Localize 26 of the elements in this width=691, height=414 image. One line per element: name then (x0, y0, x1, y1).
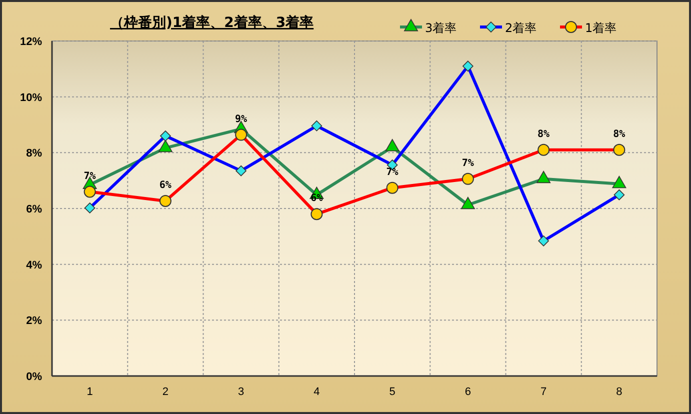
data-label: 8% (538, 128, 550, 140)
data-label: 6% (159, 180, 172, 191)
data-label: 7% (462, 158, 474, 169)
data-label: 8% (613, 128, 626, 140)
legend-label: 2着率 (505, 21, 537, 35)
data-label: 7% (386, 166, 398, 178)
x-tick-label: 4 (314, 386, 320, 398)
y-tick-label: 8% (26, 148, 42, 160)
x-tick-label: 7 (540, 386, 547, 398)
y-tick-label: 10% (20, 92, 42, 104)
y-tick-label: 0% (26, 371, 42, 383)
x-tick-label: 6 (464, 386, 471, 398)
chart-title: （枠番別)1着率、2着率、3着率 (110, 14, 314, 31)
legend-label: 3着率 (425, 21, 457, 35)
y-tick-label: 6% (26, 204, 42, 216)
y-tick-label: 12% (20, 36, 42, 48)
data-label: 7% (84, 170, 96, 182)
data-label: 9% (235, 114, 248, 125)
x-tick-label: 1 (86, 386, 93, 398)
x-tick-label: 2 (162, 386, 168, 398)
x-tick-label: 5 (389, 386, 396, 398)
x-tick-label: 3 (238, 386, 244, 398)
legend-label: 1着率 (585, 21, 617, 35)
y-tick-label: 2% (26, 315, 42, 328)
y-tick-label: 4% (26, 259, 42, 272)
x-tick-label: 8 (616, 386, 622, 398)
